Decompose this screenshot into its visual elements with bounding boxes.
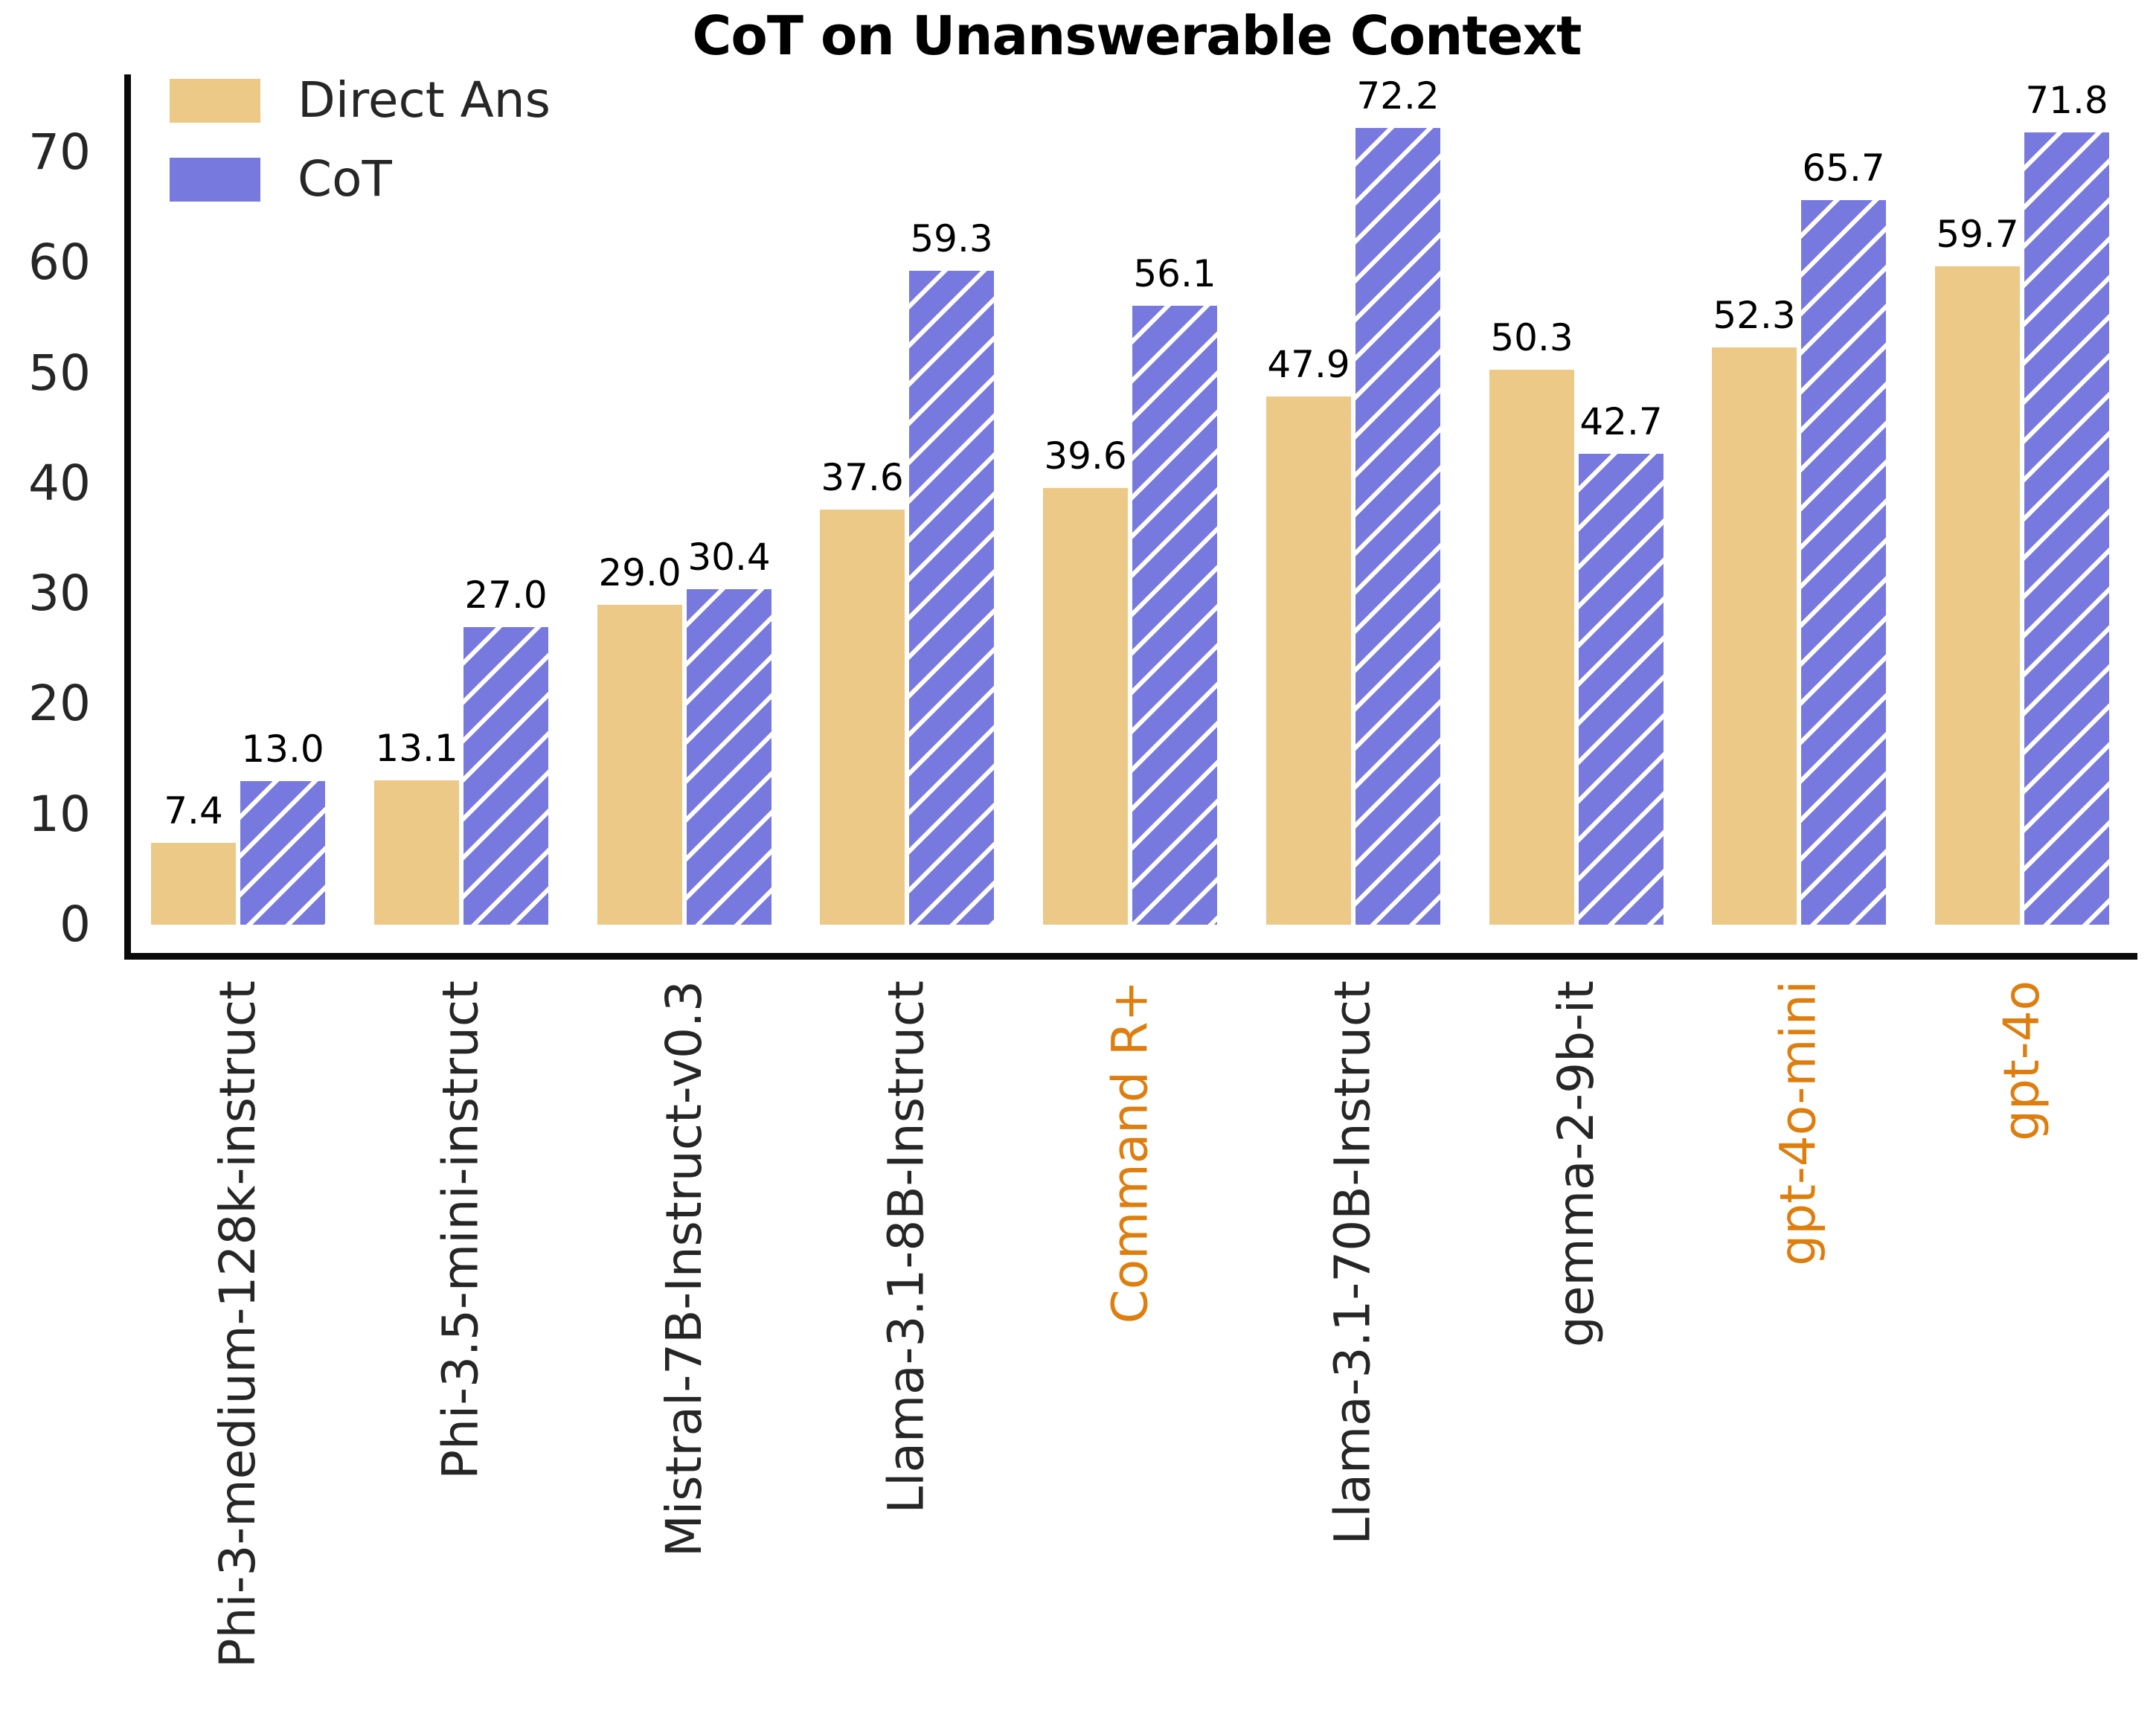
bar-value-label: 37.6 [821, 456, 904, 499]
bar-direct-ans [1043, 488, 1128, 925]
legend-item-direct-ans: Direct Ans [170, 74, 551, 126]
bar-direct-ans [597, 605, 682, 925]
y-tick-label: 0 [60, 896, 91, 953]
bar-direct-ans [1712, 347, 1797, 925]
legend: Direct Ans CoT [170, 74, 551, 205]
bar-cot [240, 781, 325, 925]
bar-value-label: 71.8 [2025, 79, 2108, 122]
bar-value-label: 50.3 [1490, 316, 1573, 359]
x-tick-label-text: gemma-2-9b-it [1547, 980, 1605, 1348]
bar-value-label: 59.7 [1936, 213, 2019, 256]
x-tick-label-text: gpt-4o [1993, 980, 2050, 1141]
x-tick-label-text: Command R+ [1101, 980, 1158, 1324]
bar-cot [909, 271, 994, 925]
bar-direct-ans [1266, 397, 1351, 925]
bar-cot [1132, 306, 1217, 925]
bar-value-label: 29.0 [598, 551, 681, 594]
bar-value-label: 47.9 [1267, 343, 1350, 386]
bar-value-label: 65.7 [1802, 147, 1885, 190]
x-tick-label-text: Phi-3-medium-128k-instruct [209, 980, 266, 1669]
bar-value-label: 27.0 [464, 574, 548, 617]
legend-label-cot: CoT [298, 150, 392, 208]
bar-value-label: 13.0 [241, 728, 324, 771]
bar-value-label: 39.6 [1044, 434, 1127, 478]
y-tick-label: 30 [28, 565, 91, 622]
bar-cot [2024, 132, 2109, 925]
legend-swatch-cot [170, 157, 260, 202]
y-tick-label: 10 [28, 786, 91, 843]
bar-cot [463, 627, 548, 925]
legend-swatch-direct-ans [170, 78, 260, 123]
y-tick-label: 40 [28, 455, 91, 512]
bar-direct-ans [820, 510, 905, 925]
bar-direct-ans [151, 843, 236, 925]
x-tick-label-text: Llama-3.1-70B-Instruct [1324, 980, 1382, 1545]
bar-cot [1801, 200, 1886, 925]
x-tick-label-text: Llama-3.1-8B-Instruct [878, 980, 935, 1514]
legend-label-direct-ans: Direct Ans [298, 71, 551, 129]
bar-value-label: 42.7 [1579, 400, 1663, 443]
y-tick-label: 60 [28, 234, 91, 291]
bar-direct-ans [1489, 370, 1574, 925]
x-tick-label-text: Mistral-7B-Instruct-v0.3 [655, 980, 713, 1558]
bar-value-label: 7.4 [164, 789, 223, 832]
bar-direct-ans [374, 780, 459, 925]
y-tick-label: 50 [28, 344, 91, 402]
legend-item-cot: CoT [170, 153, 551, 205]
bar-value-label: 30.4 [687, 536, 771, 579]
bar-value-label: 59.3 [910, 217, 993, 260]
y-axis-line [124, 74, 131, 960]
bar-value-label: 56.1 [1133, 252, 1216, 295]
y-tick-label: 20 [28, 675, 91, 732]
x-tick-label-text: gpt-4o-mini [1770, 980, 1827, 1266]
chart-title: CoT on Unanswerable Context [692, 4, 1582, 67]
x-axis-line [124, 953, 2137, 960]
x-tick-label-text: Phi-3.5-mini-instruct [432, 980, 490, 1480]
bar-cot [687, 589, 771, 925]
bar-cot [1355, 128, 1440, 925]
y-tick-label: 70 [28, 123, 91, 181]
bar-value-label: 72.2 [1356, 74, 1440, 118]
bar-value-label: 52.3 [1713, 294, 1796, 337]
bar-value-label: 13.1 [375, 727, 458, 770]
bar-cot [1579, 454, 1663, 925]
bar-direct-ans [1935, 266, 2020, 925]
